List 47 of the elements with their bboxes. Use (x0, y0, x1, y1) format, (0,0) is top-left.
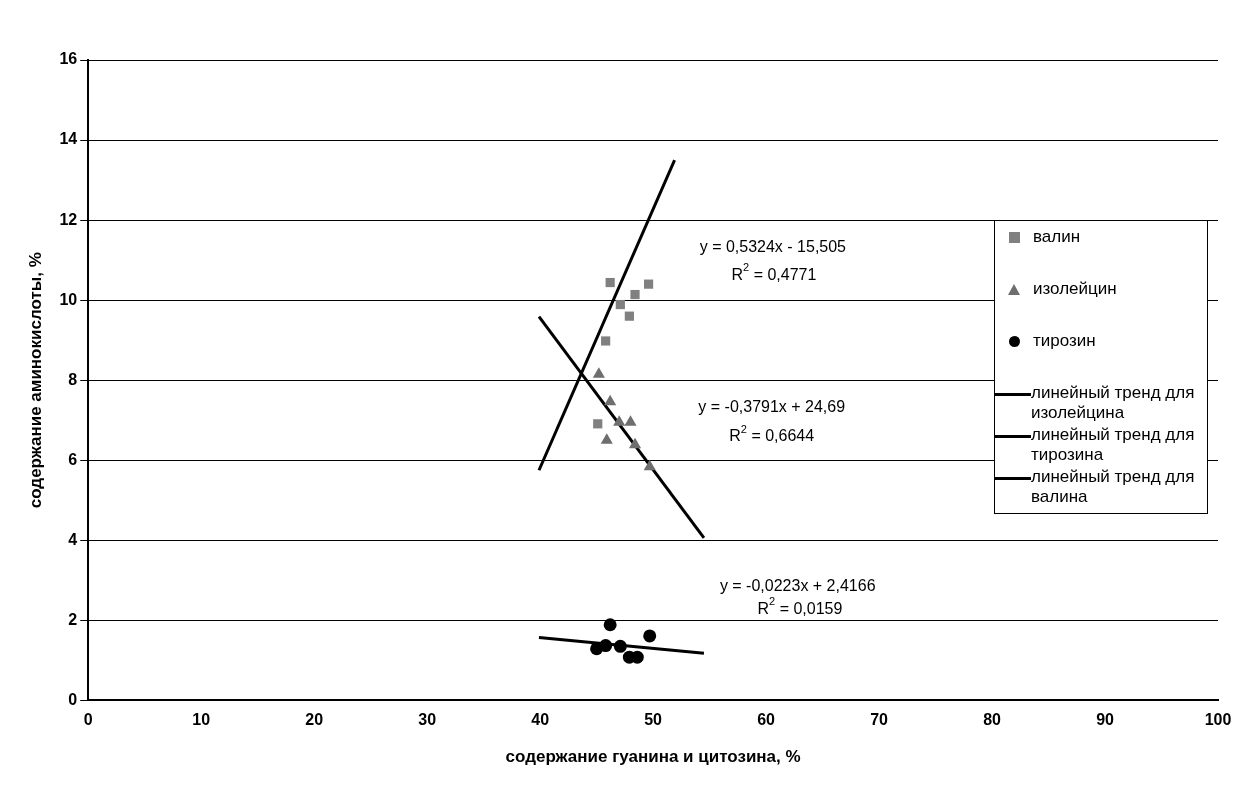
point (604, 394, 617, 406)
y-tick-label: 2 (68, 610, 78, 628)
x-tick-label: 10 (192, 711, 211, 729)
x-tick-label: 60 (757, 711, 776, 729)
x-tick-label: 30 (418, 711, 437, 729)
y-tick-label: 0 (68, 690, 78, 708)
point (624, 415, 637, 426)
point (643, 459, 656, 471)
point (628, 437, 642, 449)
x-tick-label: 20 (305, 711, 324, 729)
annotation: y = -0,0223x + 2,4166 (719, 576, 876, 594)
x-tick-label: 0 (83, 711, 93, 729)
x-tick-label: 50 (644, 711, 663, 729)
point (590, 642, 604, 656)
y-tick-label: 8 (68, 370, 78, 388)
x-tick-label: 40 (531, 711, 550, 729)
y-tick-label: 16 (59, 50, 78, 68)
annotation: y = 0,5324x - 15,505 (699, 238, 847, 256)
point (593, 419, 603, 429)
legend-label: изолейцин (1033, 279, 1117, 299)
legend-label: линейный тренд для валина (1031, 467, 1196, 507)
point (592, 367, 605, 378)
point (643, 279, 654, 289)
point (615, 299, 625, 310)
y-axis-title: содержание аминокислоты, % (25, 252, 45, 509)
legend-label: валин (1033, 227, 1081, 247)
y-tick-label: 4 (68, 530, 78, 548)
point (601, 336, 611, 346)
point (630, 289, 640, 300)
x-tick-label: 100 (1204, 711, 1232, 729)
x-tick-label: 80 (983, 711, 1002, 729)
point (600, 433, 613, 444)
legend-label: тирозин (1033, 331, 1096, 351)
y-tick-label: 6 (68, 450, 78, 468)
point (613, 639, 627, 653)
point (643, 629, 657, 643)
x-tick-label: 70 (870, 711, 889, 729)
point (624, 311, 634, 321)
x-tick-label: 90 (1096, 711, 1115, 729)
y-tick-label: 14 (59, 130, 78, 148)
y-tick-label: 10 (59, 290, 78, 308)
annotation: y = -0,3791x + 24,69 (698, 398, 846, 416)
point (605, 277, 615, 288)
point (613, 415, 626, 426)
y-tick-label: 12 (59, 210, 78, 228)
point (603, 618, 617, 632)
x-axis-title: содержание гуанина и цитозина, % (505, 747, 801, 767)
